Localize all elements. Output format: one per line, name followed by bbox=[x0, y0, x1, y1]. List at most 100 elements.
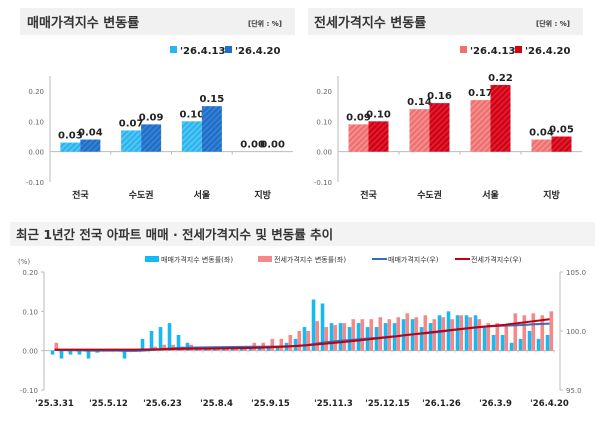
legend-swatch bbox=[515, 46, 522, 53]
bar bbox=[266, 346, 271, 351]
data-label: 0.00 bbox=[260, 140, 285, 151]
x-tick-label: '25.5.12 bbox=[89, 399, 128, 409]
bar bbox=[428, 323, 433, 351]
legend-label: 전세가격지수 변동률(좌) bbox=[274, 255, 346, 264]
data-label: 0.10 bbox=[180, 109, 205, 120]
chart-title: 전세가격지수 변동률 bbox=[314, 15, 426, 31]
bar bbox=[351, 319, 356, 351]
chart-title: 최근 1년간 전국 아파트 매매 · 전세가격지수 및 변동률 추이 bbox=[16, 227, 333, 242]
bar bbox=[509, 342, 514, 351]
x-tick-label: '25.9.15 bbox=[251, 399, 290, 409]
bar bbox=[468, 317, 473, 351]
legend-label: '26.4.13 bbox=[180, 46, 225, 57]
y-left-label: (%) bbox=[18, 258, 30, 266]
data-label: 0.10 bbox=[366, 109, 391, 120]
legend-label: 매매가격지수 변동률(좌) bbox=[161, 255, 233, 264]
index-line bbox=[54, 318, 550, 351]
data-label: 0.16 bbox=[427, 91, 452, 102]
data-label: 0.03 bbox=[58, 131, 83, 142]
title-bar bbox=[20, 8, 295, 35]
bar bbox=[495, 323, 500, 351]
y-tick-label: 0.10 bbox=[22, 308, 38, 316]
bar bbox=[387, 319, 392, 351]
y-tick-label-right: 95.0 bbox=[566, 387, 582, 395]
bar bbox=[441, 317, 446, 351]
bar bbox=[54, 342, 59, 351]
bar bbox=[306, 331, 311, 351]
bar bbox=[176, 334, 181, 351]
bar bbox=[360, 319, 365, 351]
jeonse-change-chart: 전세가격지수 변동률 [단위 : %] '26.4.13 '26.4.20 0.20 0.… bbox=[308, 8, 583, 201]
y-tick-label: 0.00 bbox=[28, 149, 44, 157]
bar bbox=[167, 323, 172, 351]
bar bbox=[342, 323, 347, 351]
bar bbox=[162, 344, 167, 351]
bar bbox=[369, 319, 374, 351]
bar bbox=[302, 327, 307, 351]
bar bbox=[500, 334, 505, 351]
bar bbox=[311, 299, 316, 351]
bar bbox=[320, 303, 325, 351]
legend-swatch bbox=[145, 256, 159, 262]
data-label: 0.04 bbox=[529, 128, 554, 139]
bar bbox=[347, 327, 352, 351]
bar-hatch bbox=[201, 106, 222, 152]
data-label: 0.00 bbox=[240, 140, 265, 151]
legend-label: 매매가격지수(우) bbox=[388, 255, 439, 264]
bar bbox=[531, 313, 536, 351]
bar bbox=[122, 350, 127, 359]
x-tick-label: '25.8.4 bbox=[200, 399, 233, 409]
bar bbox=[549, 311, 554, 351]
y-tick-label: 0.10 bbox=[316, 118, 332, 126]
bar bbox=[356, 323, 361, 351]
x-tick-label: '26.3.9 bbox=[479, 399, 512, 409]
bar bbox=[437, 315, 442, 351]
category-label: 지방 bbox=[543, 189, 560, 201]
title-bar bbox=[10, 222, 595, 246]
y-tick-label-right: 100.0 bbox=[566, 328, 586, 336]
bar bbox=[333, 325, 338, 351]
bar bbox=[329, 323, 334, 351]
data-label: 0.15 bbox=[200, 94, 225, 105]
bar bbox=[482, 327, 487, 351]
bar bbox=[459, 315, 464, 351]
bar bbox=[257, 346, 262, 351]
legend-swatch bbox=[258, 256, 272, 262]
category-label: 서울 bbox=[482, 189, 499, 201]
bar bbox=[455, 315, 460, 351]
category-label: 서울 bbox=[194, 189, 211, 201]
y-tick-label: 0.10 bbox=[28, 118, 44, 126]
bar-hatch bbox=[490, 84, 511, 152]
unit-label: [단위 : %] bbox=[248, 19, 282, 28]
bar-hatch bbox=[348, 124, 369, 152]
data-label: 0.04 bbox=[78, 128, 103, 139]
bar-hatch bbox=[121, 130, 142, 152]
bar bbox=[527, 331, 532, 351]
bar-hatch bbox=[80, 139, 101, 152]
x-tick-label: '26.1.26 bbox=[422, 399, 461, 409]
bar-hatch bbox=[60, 142, 81, 152]
data-label: 0.09 bbox=[346, 112, 371, 123]
bar bbox=[77, 350, 82, 355]
legend-swatch bbox=[225, 46, 232, 53]
y-tick-label: 0.00 bbox=[22, 348, 38, 356]
data-label: 0.05 bbox=[549, 125, 574, 136]
bar bbox=[59, 350, 64, 359]
y-tick-label-right: 105.0 bbox=[566, 269, 586, 277]
bar-hatch bbox=[531, 139, 552, 152]
bar bbox=[270, 338, 275, 351]
bar bbox=[473, 315, 478, 351]
bar bbox=[405, 313, 410, 351]
bar bbox=[207, 348, 212, 351]
category-label: 수도권 bbox=[129, 189, 154, 201]
y-tick-label: -0.10 bbox=[26, 179, 44, 187]
bar bbox=[297, 331, 302, 351]
bar bbox=[86, 350, 91, 359]
sale-change-chart: 매매가격지수 변동률 [단위 : %] '26.4.13 '26.4.20 0.20 0.… bbox=[20, 8, 295, 201]
chart-title: 매매가격지수 변동률 bbox=[27, 16, 139, 31]
category-label: 수도권 bbox=[417, 189, 442, 201]
bar bbox=[518, 338, 523, 351]
bar bbox=[536, 338, 541, 351]
bar-hatch bbox=[141, 124, 162, 152]
bar bbox=[504, 325, 509, 351]
